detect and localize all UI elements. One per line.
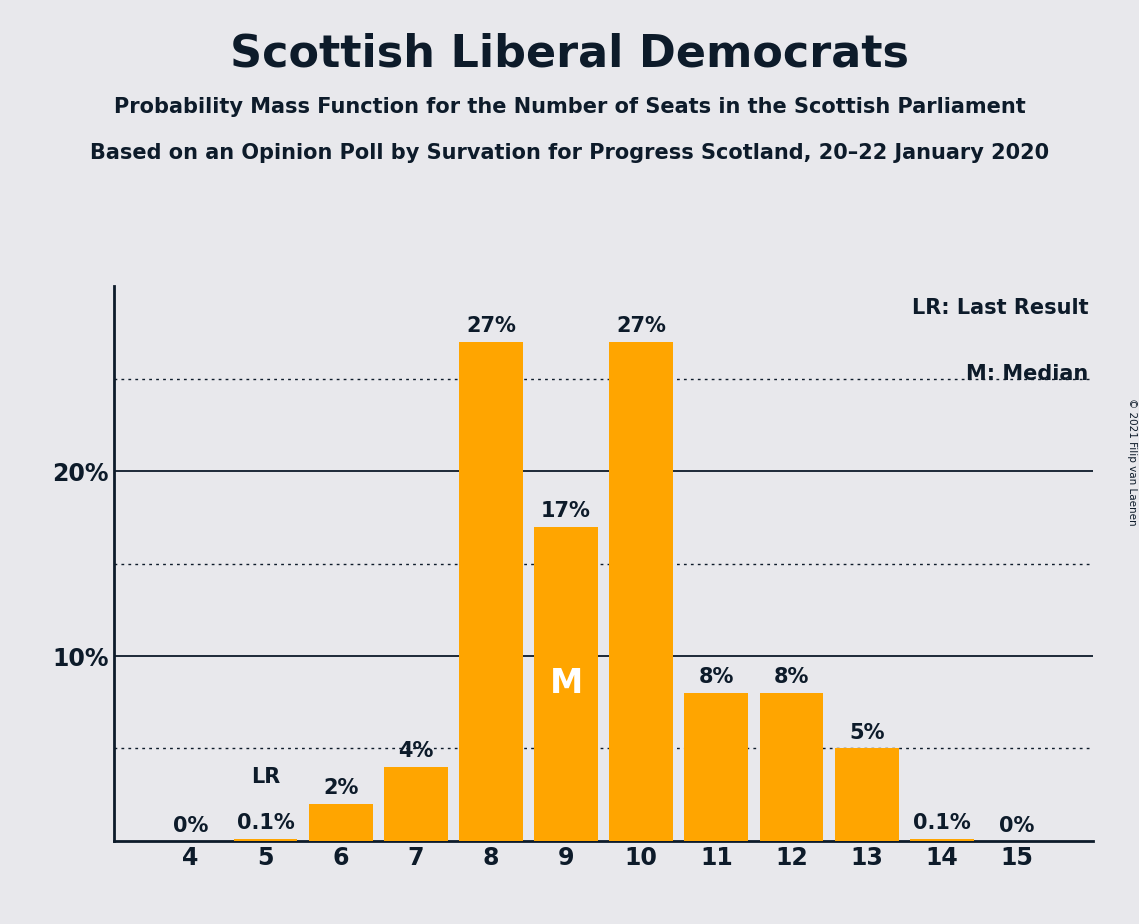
Text: 0.1%: 0.1% <box>237 813 294 833</box>
Text: Probability Mass Function for the Number of Seats in the Scottish Parliament: Probability Mass Function for the Number… <box>114 97 1025 117</box>
Bar <box>233 839 297 841</box>
Bar <box>685 693 748 841</box>
Text: Based on an Opinion Poll by Survation for Progress Scotland, 20–22 January 2020: Based on an Opinion Poll by Survation fo… <box>90 143 1049 164</box>
Text: 2%: 2% <box>323 778 359 798</box>
Text: 8%: 8% <box>698 667 734 687</box>
Text: M: Median: M: Median <box>966 364 1089 384</box>
Text: 8%: 8% <box>773 667 809 687</box>
Text: 17%: 17% <box>541 501 591 521</box>
Text: 0%: 0% <box>999 816 1034 836</box>
Text: 27%: 27% <box>616 316 666 336</box>
Text: 5%: 5% <box>849 723 885 743</box>
Text: 0%: 0% <box>173 816 208 836</box>
Bar <box>609 342 673 841</box>
Text: 4%: 4% <box>399 741 434 761</box>
Text: 0.1%: 0.1% <box>913 813 970 833</box>
Bar <box>309 804 372 841</box>
Text: LR: LR <box>251 767 280 787</box>
Text: Scottish Liberal Democrats: Scottish Liberal Democrats <box>230 32 909 76</box>
Text: LR: Last Result: LR: Last Result <box>912 298 1089 318</box>
Bar <box>760 693 823 841</box>
Bar <box>835 748 899 841</box>
Text: M: M <box>549 667 583 700</box>
Bar <box>384 767 448 841</box>
Text: © 2021 Filip van Laenen: © 2021 Filip van Laenen <box>1126 398 1137 526</box>
Bar <box>534 527 598 841</box>
Text: 27%: 27% <box>466 316 516 336</box>
Bar <box>459 342 523 841</box>
Bar <box>910 839 974 841</box>
